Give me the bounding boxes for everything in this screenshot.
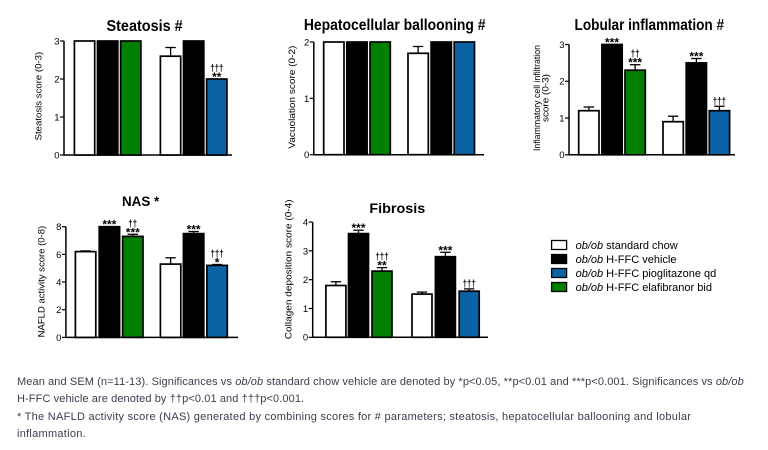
svg-text:†††: ††† bbox=[211, 249, 224, 260]
svg-text:1: 1 bbox=[559, 113, 564, 124]
svg-text:1: 1 bbox=[304, 94, 309, 105]
svg-text:***: *** bbox=[126, 225, 140, 239]
svg-text:†††: ††† bbox=[713, 96, 726, 107]
svg-text:0: 0 bbox=[304, 150, 309, 161]
svg-text:8: 8 bbox=[56, 222, 61, 233]
svg-text:ob/ob standard chow: ob/ob standard chow bbox=[576, 240, 678, 252]
svg-text:ob/ob H-FFC vehicle: ob/ob H-FFC vehicle bbox=[576, 254, 677, 266]
svg-text:4: 4 bbox=[303, 218, 308, 229]
svg-text:0: 0 bbox=[559, 150, 564, 161]
svg-text:3: 3 bbox=[54, 36, 59, 47]
svg-text:score (0-3): score (0-3) bbox=[541, 74, 552, 122]
svg-text:††: †† bbox=[128, 219, 137, 230]
svg-text:††: †† bbox=[631, 49, 640, 60]
svg-text:NAS *: NAS * bbox=[122, 194, 160, 209]
svg-text:***: *** bbox=[689, 50, 703, 64]
svg-text:2: 2 bbox=[54, 74, 59, 85]
svg-text:***: *** bbox=[187, 223, 201, 237]
svg-text:3: 3 bbox=[303, 246, 308, 257]
svg-text:Hepatocellular ballooning #: Hepatocellular ballooning # bbox=[304, 17, 486, 34]
svg-text:Steatosis score (0-3): Steatosis score (0-3) bbox=[34, 52, 45, 141]
svg-text:Collagen deposition score (0-4: Collagen deposition score (0-4) bbox=[283, 199, 294, 339]
svg-text:Inflammatory cell infiltration: Inflammatory cell infiltration bbox=[532, 45, 543, 151]
svg-text:**: ** bbox=[212, 70, 222, 84]
svg-text:1: 1 bbox=[303, 304, 308, 315]
svg-text:†††: ††† bbox=[375, 252, 388, 263]
svg-text:0: 0 bbox=[303, 333, 308, 344]
svg-text:4: 4 bbox=[56, 277, 61, 288]
svg-text:*: * bbox=[215, 256, 220, 270]
svg-text:**: ** bbox=[377, 259, 387, 273]
svg-text:6: 6 bbox=[56, 250, 61, 261]
svg-text:***: *** bbox=[605, 36, 619, 50]
svg-text:2: 2 bbox=[56, 305, 61, 316]
svg-text:Vacuolation score (0-2): Vacuolation score (0-2) bbox=[287, 46, 298, 149]
svg-text:0: 0 bbox=[54, 150, 59, 161]
svg-text:Steatosis #: Steatosis # bbox=[107, 18, 184, 35]
svg-text:1: 1 bbox=[54, 112, 59, 123]
svg-text:***: *** bbox=[102, 218, 116, 232]
svg-text:NAFLD activity score (0-8): NAFLD activity score (0-8) bbox=[37, 226, 48, 338]
svg-text:Lobular inflammation #: Lobular inflammation # bbox=[575, 17, 725, 34]
svg-text:†††: ††† bbox=[463, 279, 476, 290]
svg-text:0: 0 bbox=[56, 333, 61, 344]
svg-text:2: 2 bbox=[559, 77, 564, 88]
svg-text:***: *** bbox=[438, 243, 452, 257]
svg-text:3: 3 bbox=[559, 40, 564, 51]
svg-text:ob/ob H-FFC elafibranor bid: ob/ob H-FFC elafibranor bid bbox=[576, 282, 712, 294]
svg-text:***: *** bbox=[628, 56, 642, 70]
svg-text:***: *** bbox=[351, 221, 365, 235]
svg-text:2: 2 bbox=[304, 37, 309, 48]
svg-text:Fibrosis: Fibrosis bbox=[369, 200, 425, 216]
svg-text:ob/ob H-FFC pioglitazone qd: ob/ob H-FFC pioglitazone qd bbox=[576, 268, 717, 280]
svg-text:2: 2 bbox=[303, 275, 308, 286]
svg-text:†††: ††† bbox=[210, 64, 223, 75]
